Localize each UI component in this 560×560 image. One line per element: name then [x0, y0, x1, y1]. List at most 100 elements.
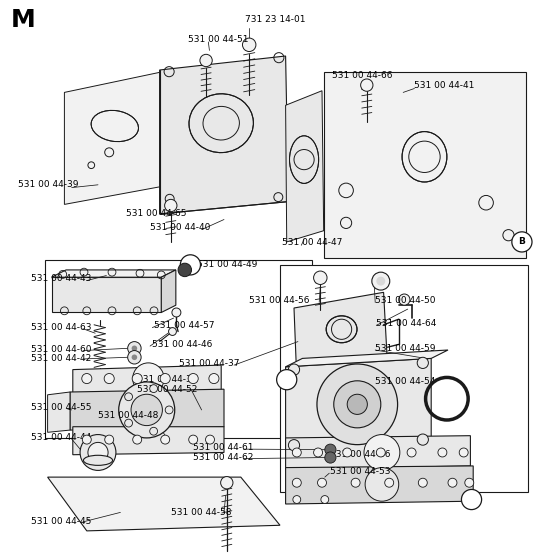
Text: 531 00 44-57: 531 00 44-57	[154, 321, 214, 330]
Circle shape	[150, 385, 157, 393]
Circle shape	[128, 351, 141, 364]
Polygon shape	[286, 358, 431, 450]
Circle shape	[321, 496, 329, 503]
Text: B: B	[519, 237, 525, 246]
Circle shape	[209, 374, 219, 384]
Polygon shape	[324, 72, 526, 258]
Text: 531 00 44-65: 531 00 44-65	[126, 209, 186, 218]
Polygon shape	[48, 477, 280, 531]
Text: 531 00 44-36: 531 00 44-36	[330, 450, 391, 459]
Polygon shape	[161, 270, 176, 312]
Text: 531 00 44-60: 531 00 44-60	[31, 346, 91, 354]
Circle shape	[385, 478, 394, 487]
Text: 531 00 44-61: 531 00 44-61	[193, 444, 254, 452]
Text: 531 00 44-39: 531 00 44-39	[18, 180, 78, 189]
Ellipse shape	[402, 132, 447, 182]
Circle shape	[325, 444, 336, 455]
Text: 531 00 44-52: 531 00 44-52	[137, 385, 198, 394]
Circle shape	[288, 440, 300, 451]
Circle shape	[459, 448, 468, 457]
Circle shape	[466, 496, 474, 503]
Circle shape	[317, 364, 398, 445]
Text: 531 00 44-55: 531 00 44-55	[31, 403, 91, 412]
Text: 531 00 44-44: 531 00 44-44	[31, 433, 91, 442]
Circle shape	[189, 435, 198, 444]
Circle shape	[292, 448, 301, 457]
Text: 531 00 44-62: 531 00 44-62	[193, 453, 254, 462]
Circle shape	[361, 79, 373, 91]
Polygon shape	[286, 466, 473, 504]
Circle shape	[318, 478, 326, 487]
Circle shape	[277, 370, 297, 390]
Text: 531 00 44-48: 531 00 44-48	[98, 411, 158, 420]
Text: 531 00 44-66: 531 00 44-66	[332, 71, 392, 80]
Circle shape	[132, 354, 137, 360]
Ellipse shape	[326, 316, 357, 343]
Polygon shape	[286, 350, 448, 367]
Circle shape	[165, 406, 173, 414]
Text: B: B	[283, 375, 290, 384]
Polygon shape	[160, 56, 288, 214]
Polygon shape	[286, 436, 470, 469]
Text: 531 00 44-50: 531 00 44-50	[375, 296, 436, 305]
Circle shape	[80, 435, 116, 470]
Circle shape	[314, 271, 327, 284]
Circle shape	[376, 448, 385, 457]
Text: 531 00 44-41: 531 00 44-41	[414, 81, 475, 90]
Circle shape	[160, 374, 170, 384]
Circle shape	[461, 489, 482, 510]
Text: A: A	[468, 495, 475, 504]
Text: 531 00 44-54: 531 00 44-54	[375, 377, 436, 386]
Circle shape	[347, 394, 367, 414]
Circle shape	[438, 448, 447, 457]
Polygon shape	[73, 365, 221, 395]
Text: 531 00 44-43: 531 00 44-43	[31, 274, 91, 283]
Circle shape	[293, 496, 301, 503]
Circle shape	[334, 381, 381, 428]
Circle shape	[172, 308, 181, 317]
Circle shape	[132, 374, 142, 384]
Text: 531 00 44-46: 531 00 44-46	[152, 340, 213, 349]
Circle shape	[150, 427, 157, 435]
Polygon shape	[52, 277, 161, 312]
Circle shape	[372, 272, 390, 290]
Polygon shape	[286, 91, 324, 242]
Circle shape	[407, 448, 416, 457]
Ellipse shape	[189, 94, 253, 153]
Text: 531 00 44-51: 531 00 44-51	[188, 35, 249, 44]
Circle shape	[132, 346, 137, 351]
Polygon shape	[64, 70, 171, 204]
Circle shape	[131, 394, 162, 426]
Circle shape	[418, 478, 427, 487]
Text: 531 00 44-42: 531 00 44-42	[31, 354, 91, 363]
Ellipse shape	[91, 110, 138, 142]
Circle shape	[104, 374, 114, 384]
Text: 531 00 44-47: 531 00 44-47	[282, 238, 342, 247]
Circle shape	[417, 357, 428, 368]
Text: 531 00 44-56: 531 00 44-56	[249, 296, 310, 305]
Circle shape	[448, 478, 457, 487]
Circle shape	[314, 448, 323, 457]
Circle shape	[242, 38, 256, 52]
Circle shape	[365, 468, 399, 501]
Text: 531 00 44-53: 531 00 44-53	[330, 467, 391, 476]
Circle shape	[188, 374, 198, 384]
Text: 531 00 44-37: 531 00 44-37	[179, 360, 240, 368]
Circle shape	[125, 419, 133, 427]
Bar	[280, 265, 528, 492]
Text: 531 00 44-49: 531 00 44-49	[197, 260, 258, 269]
Bar	[45, 260, 312, 438]
Circle shape	[292, 478, 301, 487]
Circle shape	[165, 199, 177, 212]
Text: 531 00 44-63: 531 00 44-63	[31, 323, 91, 332]
Text: A: A	[187, 260, 194, 269]
Text: 531 00 44-64: 531 00 44-64	[376, 319, 437, 328]
Text: 531 00 44-38: 531 00 44-38	[137, 375, 198, 384]
Polygon shape	[294, 292, 388, 380]
Circle shape	[169, 328, 176, 335]
Circle shape	[133, 363, 164, 394]
Circle shape	[82, 374, 92, 384]
Circle shape	[399, 294, 410, 305]
Circle shape	[417, 434, 428, 445]
Circle shape	[82, 435, 91, 444]
